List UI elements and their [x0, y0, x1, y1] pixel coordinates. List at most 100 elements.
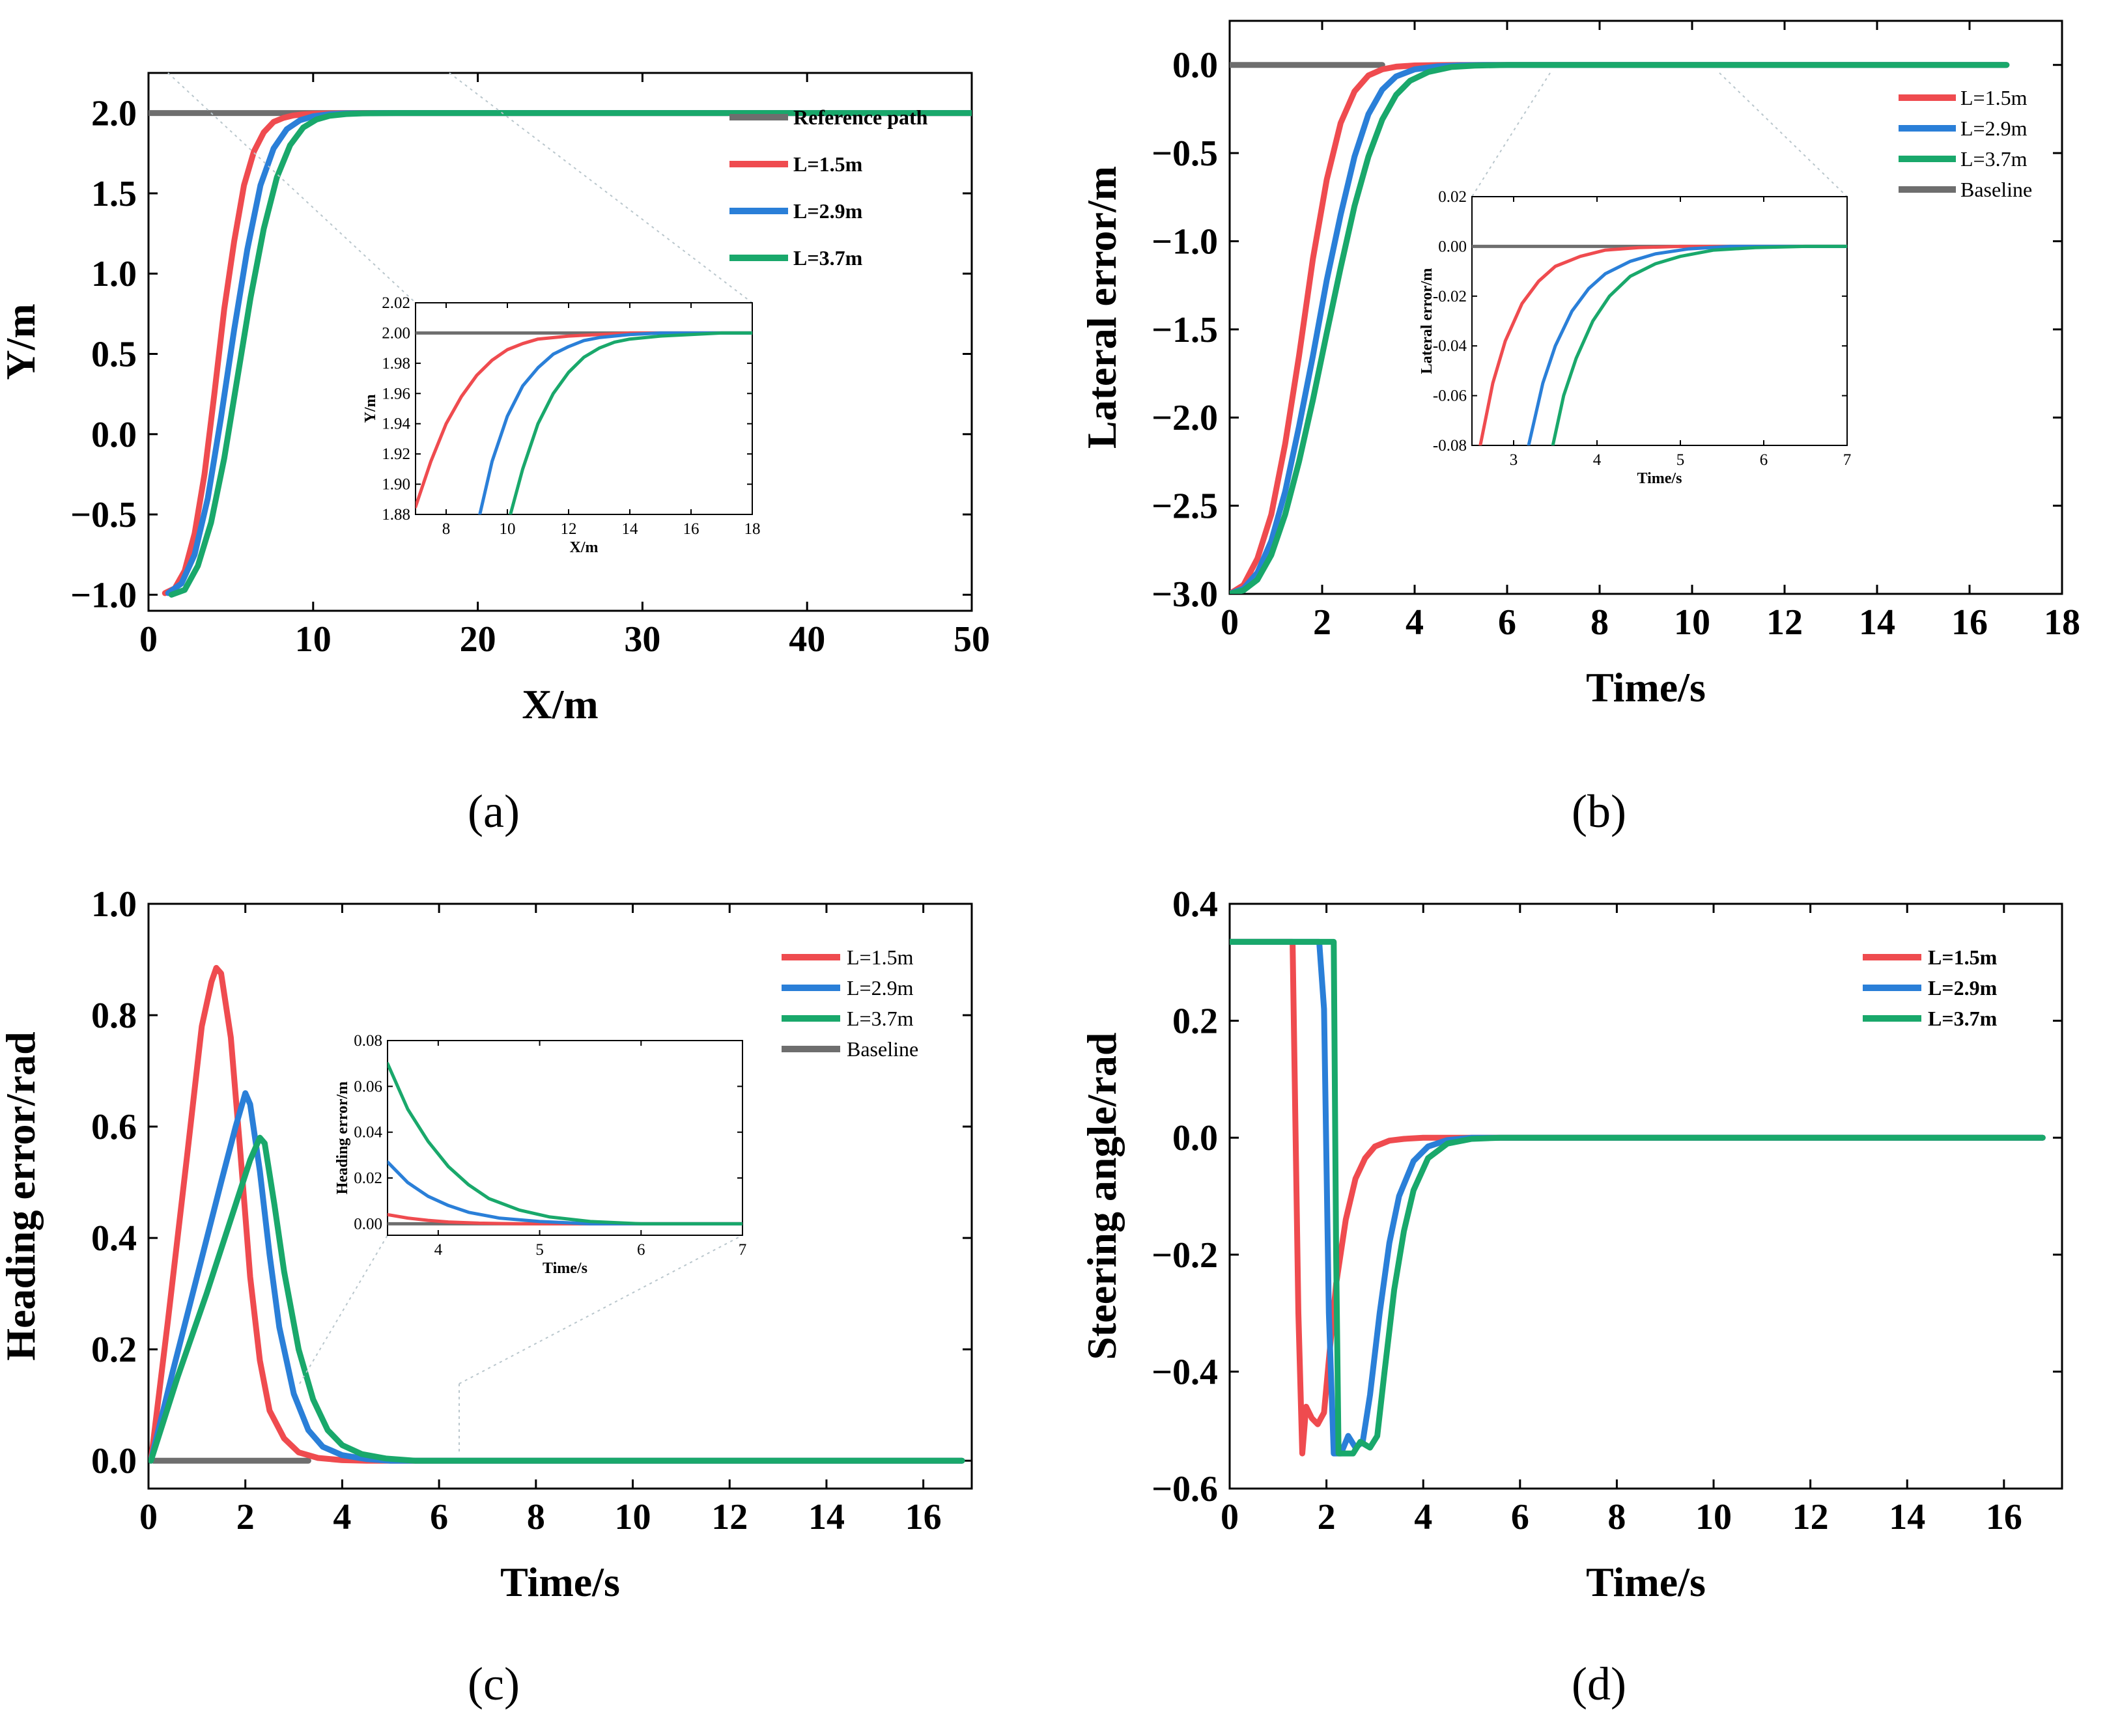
main-series-line-l-2-9m [148, 1090, 965, 1464]
x-tick-label: 12 [1792, 1497, 1829, 1537]
x-tick-label: 2 [1313, 602, 1331, 643]
inset-background [388, 1041, 742, 1235]
y-tick-label: 0.0 [1172, 46, 1218, 86]
y-tick-label: −0.5 [70, 495, 137, 535]
x-tick-label: 18 [2044, 602, 2080, 643]
inset-y-tick-label: 0.06 [354, 1078, 382, 1095]
y-tick-label: 0.6 [91, 1107, 137, 1147]
y-axis-label: Y/m [0, 303, 44, 380]
y-tick-label: −1.0 [1152, 221, 1218, 262]
inset-y-tick-label: 1.92 [382, 445, 410, 463]
main-series-group [148, 110, 972, 598]
inset-series-line-l15 [1478, 244, 1847, 445]
inset-y-axis-label: Y/m [362, 395, 379, 423]
x-tick-label: 6 [1498, 602, 1516, 643]
y-tick-label: 0.8 [91, 996, 137, 1036]
inset-x-tick-label: 3 [1510, 451, 1518, 469]
inset-x-tick-label: 7 [1843, 451, 1852, 469]
main-series-line-l-3-7m [148, 1134, 965, 1464]
x-tick-label: 0 [139, 619, 158, 660]
y-tick-label: 0.4 [91, 1218, 137, 1259]
inset-series-line-l29 [388, 1160, 742, 1225]
inset-plot-frame [387, 1040, 743, 1236]
x-tick-label: 6 [1511, 1497, 1529, 1537]
y-tick-label: 0.4 [1172, 884, 1218, 925]
x-axis-label: X/m [522, 681, 598, 727]
inset-y-tick-label: -0.04 [1433, 337, 1467, 355]
x-tick-label: 0 [139, 1497, 158, 1537]
x-tick-label: 40 [789, 619, 825, 660]
main-series-group [148, 964, 965, 1464]
inset-y-axis-label: Lateral error/m [1419, 268, 1435, 374]
inset-x-axis-label: Time/s [1637, 470, 1682, 487]
x-axis-label: Time/s [500, 1559, 620, 1605]
x-tick-label: 6 [430, 1497, 448, 1537]
zoom-guide-line [299, 1235, 388, 1384]
y-axis-label: Heading error/rad [0, 1031, 44, 1360]
legend: L=1.5m L=2.9m L=3.7m Baseline [782, 945, 918, 1061]
inset-y-tick-label: -0.02 [1433, 288, 1467, 305]
zoom-guide-line [1719, 72, 1848, 197]
inset-series-group [1472, 244, 1847, 445]
inset-series-line-l29 [478, 331, 752, 514]
x-tick-label: 14 [808, 1497, 845, 1537]
x-tick-label: 2 [236, 1497, 255, 1537]
zoom-guide-line [449, 72, 753, 303]
legend-label: Baseline [847, 1037, 918, 1061]
legend-label: L=2.9m [847, 976, 914, 1000]
inset-x-tick-label: 6 [1760, 451, 1768, 469]
panel-d: 0 2 4 6 8 10 12 14 16 −0.6 −0.4 −0.2 0.0 0.2 0.4 Time/s… [1079, 884, 2063, 1710]
legend-label: L=2.9m [793, 199, 863, 223]
inset-background [416, 303, 752, 514]
legend-label: L=1.5m [1928, 945, 1998, 969]
zoom-guide-line [167, 72, 416, 303]
y-axis-label: Steering angle/rad [1079, 1032, 1125, 1360]
main-series-line-l-3-7m [1230, 62, 2010, 594]
inset-y-tick-label: 1.94 [382, 415, 410, 433]
panel-caption: (a) [468, 785, 520, 837]
inset-plot-frame [415, 302, 753, 515]
inset-series-group [388, 1061, 742, 1225]
y-tick-label: 0.2 [91, 1330, 137, 1370]
main-series-line-l-3-7m [1230, 938, 2046, 1457]
inset-x-tick-label: 16 [683, 520, 700, 538]
main-series-group [1230, 62, 2010, 594]
main-series-line-l-1-5m [1230, 62, 2010, 594]
plot-frame [1228, 20, 2063, 595]
panel-caption: (b) [1572, 785, 1626, 837]
legend: Reference path L=1.5m L=2.9m L=3.7m [729, 105, 928, 270]
legend-label: L=3.7m [1928, 1007, 1998, 1030]
inset-x-tick-label: 4 [434, 1241, 443, 1259]
legend-label: L=3.7m [793, 246, 863, 270]
legend-label: L=1.5m [793, 152, 863, 176]
x-tick-label: 16 [1986, 1497, 2022, 1537]
inset-x-tick-label: 5 [535, 1241, 544, 1259]
inset-background [1472, 197, 1847, 445]
x-tick-label: 50 [954, 619, 990, 660]
zoom-guide-line [1471, 72, 1551, 197]
panel-caption: (d) [1572, 1658, 1626, 1710]
inset-x-tick-label: 6 [637, 1241, 645, 1259]
y-tick-label: −1.0 [70, 575, 137, 615]
inset-b: 3 4 5 6 7 -0.08 -0.06 -0.04 -0.02 0.00 0.02 Time/s L… [1419, 188, 1851, 487]
x-tick-label: 20 [460, 619, 496, 660]
plot-frame [1228, 903, 2063, 1490]
zoom-guide-line [459, 1235, 743, 1384]
x-tick-label: 12 [711, 1497, 748, 1537]
y-tick-label: 2.0 [91, 94, 137, 134]
inset-y-tick-label: 2.00 [382, 324, 410, 342]
x-tick-label: 0 [1221, 602, 1239, 643]
y-tick-label: −0.6 [1152, 1469, 1218, 1509]
legend-label: L=1.5m [847, 945, 914, 969]
x-axis-label: Time/s [1586, 1559, 1706, 1605]
inset-y-tick-label: -0.06 [1433, 387, 1467, 405]
y-tick-label: −1.5 [1152, 310, 1218, 350]
main-series-line-l-1-5m [148, 964, 965, 1464]
x-tick-label: 4 [1406, 602, 1424, 643]
inset-y-tick-label: 2.02 [382, 294, 410, 312]
legend: L=1.5m L=2.9m L=3.7m Baseline [1899, 86, 2032, 201]
y-tick-label: −0.2 [1152, 1235, 1218, 1276]
y-tick-label: 1.0 [91, 254, 137, 294]
x-tick-label: 14 [1889, 1497, 1925, 1537]
